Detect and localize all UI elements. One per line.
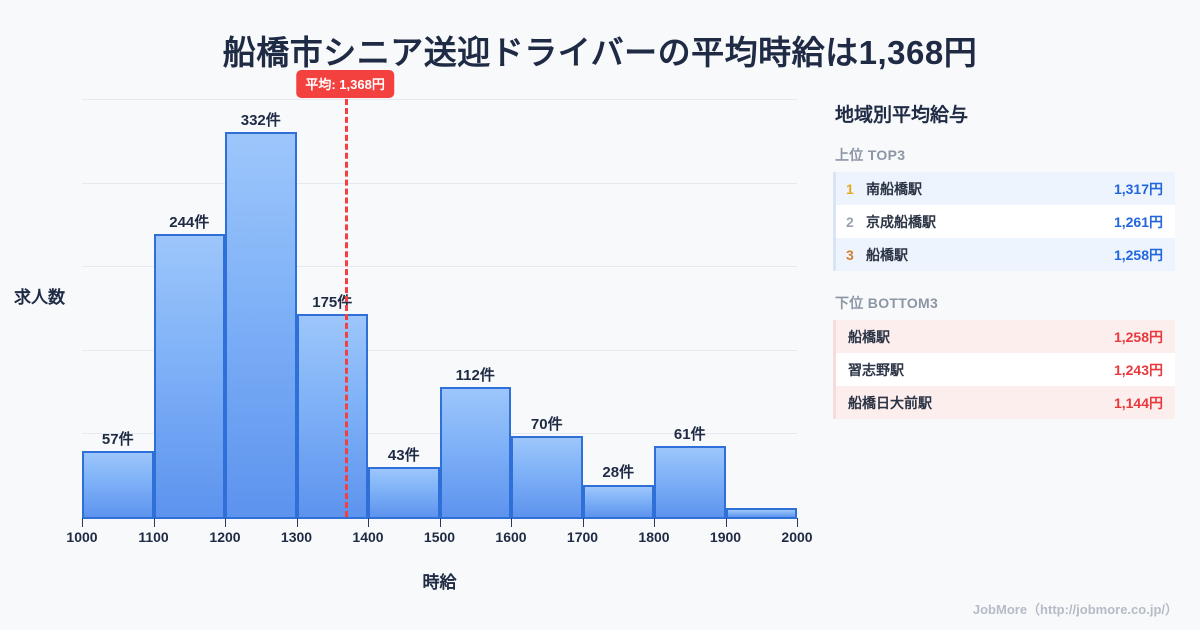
station-name: 船橋駅 xyxy=(866,246,908,263)
x-axis-tick-label: 1300 xyxy=(280,529,313,545)
station-wage: 1,261円 xyxy=(1113,213,1163,230)
x-axis-tick xyxy=(654,518,655,527)
average-line xyxy=(345,99,349,517)
bar-value-label: 175件 xyxy=(312,293,353,311)
histogram-chart: 求人数 57件 244件 332件 175件 43件 112件 70件 28件 61件 1000 1… xyxy=(0,70,830,592)
rank-number: 3 xyxy=(846,246,854,263)
station-name: 船橋駅 xyxy=(848,328,890,345)
bar-value-label: 28件 xyxy=(602,464,635,482)
rank-number: 2 xyxy=(846,213,854,230)
station-wage: 1,144円 xyxy=(1113,394,1163,411)
histogram-bar xyxy=(582,484,654,517)
station-wage: 1,317円 xyxy=(1113,180,1163,197)
bottom3-row[interactable]: 船橋駅 1,258円 xyxy=(836,320,1175,353)
x-axis-tick-label: 1600 xyxy=(495,529,527,545)
bottom3-row[interactable]: 習志野駅 1,243円 xyxy=(836,353,1175,386)
x-axis-tick xyxy=(225,518,226,527)
x-axis-tick-label: 2000 xyxy=(781,529,813,545)
regional-salary-panel: 地域別平均給与 上位 TOP3 1 南船橋駅 1,317円 2 京成船橋駅 1,261円 3… xyxy=(833,100,1175,441)
average-badge: 平均: 1,368円 xyxy=(296,70,394,98)
histogram-bar xyxy=(654,446,726,517)
top3-heading: 上位 TOP3 xyxy=(835,147,906,163)
x-axis-tick xyxy=(725,518,727,527)
x-axis-tick xyxy=(368,518,369,527)
x-axis-tick xyxy=(82,518,83,527)
histogram-bar xyxy=(225,131,297,517)
x-axis-tick-label: 1400 xyxy=(352,529,384,545)
bottom3-table: 船橋駅 1,258円習志野駅 1,243円船橋日大前駅 1,144円 xyxy=(833,320,1175,419)
station-name: 習志野駅 xyxy=(848,361,904,378)
x-axis-tick xyxy=(296,518,298,527)
bottom3-heading: 下位 BOTTOM3 xyxy=(835,295,939,311)
station-wage: 1,258円 xyxy=(1113,246,1163,263)
histogram-bar xyxy=(439,386,511,517)
site-credit: JobMore（http://jobmore.co.jp/） xyxy=(972,602,1178,617)
bar-value-label: 70件 xyxy=(530,415,563,433)
station-wage: 1,258円 xyxy=(1113,328,1163,345)
gridline xyxy=(82,350,797,351)
x-axis-tick xyxy=(511,518,512,527)
x-axis-tick-label: 1800 xyxy=(638,529,670,545)
x-axis-tick-label: 1900 xyxy=(709,529,742,545)
bar-value-label: 43件 xyxy=(387,447,420,465)
bar-value-label: 112件 xyxy=(455,366,495,384)
y-axis-label: 求人数 xyxy=(14,288,65,307)
x-axis-tick-label: 1500 xyxy=(423,529,456,545)
bar-value-label: 332件 xyxy=(240,111,281,129)
plot-area: 57件 244件 332件 175件 43件 112件 70件 28件 61件 1000 1100 1… xyxy=(66,70,813,545)
top3-row[interactable]: 3 船橋駅 1,258円 xyxy=(836,238,1175,271)
x-axis-tick-label: 1200 xyxy=(209,529,241,545)
bar-value-label: 57件 xyxy=(101,430,134,448)
x-axis-label: 時給 xyxy=(422,573,457,592)
page-title: 船橋市シニア送迎ドライバーの平均時給は1,368円 xyxy=(222,34,978,71)
top3-row[interactable]: 2 京成船橋駅 1,261円 xyxy=(836,205,1175,238)
bottom3-row[interactable]: 船橋日大前駅 1,144円 xyxy=(836,386,1175,419)
x-axis-tick-label: 1100 xyxy=(138,529,169,545)
histogram-bar xyxy=(725,507,797,517)
station-wage: 1,243円 xyxy=(1113,361,1163,378)
station-name: 船橋日大前駅 xyxy=(848,394,932,411)
x-axis-tick-label: 1700 xyxy=(566,529,599,545)
gridline xyxy=(82,99,797,100)
histogram-bar xyxy=(82,450,154,517)
rank-number: 1 xyxy=(846,180,854,197)
bar-value-label: 244件 xyxy=(169,213,210,231)
histogram-bar xyxy=(368,467,440,517)
x-axis-tick xyxy=(439,518,441,527)
histogram-bar xyxy=(296,313,368,517)
gridline xyxy=(82,266,797,267)
station-name: 南船橋駅 xyxy=(866,180,922,197)
top3-row[interactable]: 1 南船橋駅 1,317円 xyxy=(836,172,1175,205)
sidebar-title: 地域別平均給与 xyxy=(835,105,969,126)
histogram-bar xyxy=(511,435,583,517)
gridline xyxy=(82,183,797,184)
bar-value-label: 61件 xyxy=(673,426,706,444)
x-axis-tick-label: 1000 xyxy=(66,529,98,545)
x-axis-tick xyxy=(153,518,155,527)
station-name: 京成船橋駅 xyxy=(866,213,936,230)
top3-table: 1 南船橋駅 1,317円 2 京成船橋駅 1,261円 3 船橋駅 1,258円 xyxy=(833,172,1175,271)
x-axis-tick xyxy=(582,518,584,527)
histogram-bar xyxy=(153,233,225,517)
x-axis-tick xyxy=(797,518,798,527)
